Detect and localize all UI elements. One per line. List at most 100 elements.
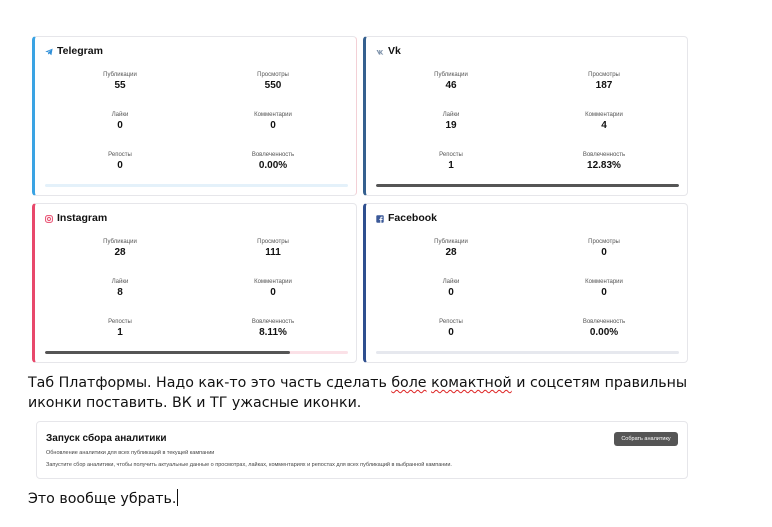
- misspelled-word: боле: [391, 375, 427, 391]
- stat-likes: Лайки 0: [391, 278, 511, 299]
- stat-engagement: Вовлеченность 12.83%: [544, 151, 664, 172]
- stat-value: 4: [601, 120, 607, 131]
- stat-value: 0: [601, 287, 607, 298]
- engagement-bar: [45, 351, 348, 354]
- panel-title: Запуск сбора аналитики: [46, 433, 167, 444]
- telegram-plane-icon: [45, 47, 53, 56]
- stat-label: Лайки: [442, 279, 460, 285]
- engagement-bar: [376, 351, 679, 354]
- stat-value: 1: [117, 327, 123, 338]
- stat-views: Просмотры 187: [544, 71, 664, 92]
- stat-value: 111: [265, 247, 281, 258]
- stat-label: Комментарии: [585, 112, 623, 118]
- stat-engagement: Вовлеченность 0.00%: [213, 151, 333, 172]
- platform-name: Telegram: [57, 45, 103, 57]
- platform-card-telegram: Telegram Публикации 55 Просмотры 550 Лай…: [32, 36, 357, 196]
- stat-views: Просмотры 550: [213, 71, 333, 92]
- stat-value: 0: [117, 160, 123, 171]
- card-title: Vk: [376, 45, 401, 57]
- stat-label: Публикации: [434, 239, 468, 245]
- platform-name: Vk: [388, 45, 401, 57]
- note-line-2: иконки поставить. ВК и ТГ ужасные иконки…: [28, 395, 362, 411]
- stat-views: Просмотры 111: [213, 238, 333, 259]
- platform-name: Facebook: [388, 212, 438, 224]
- stat-label: Репосты: [439, 152, 463, 158]
- card-title: Facebook: [376, 212, 437, 224]
- stat-value: 187: [595, 80, 613, 91]
- stat-label: Репосты: [108, 319, 132, 325]
- note-text-2[interactable]: Это вообще убрать.: [28, 489, 179, 509]
- stat-value: 0: [270, 120, 276, 131]
- stat-label: Комментарии: [254, 279, 292, 285]
- stat-label: Просмотры: [257, 72, 289, 78]
- engagement-bar-fill: [376, 184, 679, 187]
- stat-value: 8.11%: [259, 327, 287, 338]
- note-line-3: Это вообще убрать.: [28, 491, 177, 507]
- stat-value: 0: [270, 287, 276, 298]
- platform-name: Instagram: [57, 212, 108, 224]
- stat-publications: Публикации 46: [391, 71, 511, 92]
- stat-label: Лайки: [111, 112, 129, 118]
- stat-comments: Комментарии 0: [213, 111, 333, 132]
- stat-label: Репосты: [439, 319, 463, 325]
- stat-label: Публикации: [434, 72, 468, 78]
- stat-publications: Публикации 55: [60, 71, 180, 92]
- stat-value: 550: [264, 80, 282, 91]
- stat-value: 55: [114, 80, 126, 91]
- engagement-bar: [45, 184, 348, 187]
- card-title: Telegram: [45, 45, 103, 57]
- stat-value: 0: [601, 247, 607, 258]
- platform-card-instagram: Instagram Публикации 28 Просмотры 111 Ла…: [32, 203, 357, 363]
- stat-label: Лайки: [111, 279, 129, 285]
- stat-reposts: Репосты 1: [60, 318, 180, 339]
- note-line-1: Таб Платформы. Надо как-то это часть сде…: [28, 373, 687, 393]
- stat-engagement: Вовлеченность 0.00%: [544, 318, 664, 339]
- stat-comments: Комментарии 0: [544, 278, 664, 299]
- stat-label: Репосты: [108, 152, 132, 158]
- stat-label: Просмотры: [588, 72, 620, 78]
- stat-value: 0: [117, 120, 123, 131]
- stat-comments: Комментарии 0: [213, 278, 333, 299]
- stat-value: 28: [445, 247, 457, 258]
- platform-card-facebook: Facebook Публикации 28 Просмотры 0 Лайки…: [363, 203, 688, 363]
- card-title: Instagram: [45, 212, 107, 224]
- stat-views: Просмотры 0: [544, 238, 664, 259]
- stat-publications: Публикации 28: [391, 238, 511, 259]
- collect-analytics-button[interactable]: Собрать аналитику: [614, 432, 678, 446]
- stat-comments: Комментарии 4: [544, 111, 664, 132]
- stat-reposts: Репосты 0: [391, 318, 511, 339]
- stat-label: Вовлеченность: [251, 152, 295, 158]
- stat-value: 0: [448, 327, 454, 338]
- stat-value: 1: [448, 160, 454, 171]
- stat-likes: Лайки 0: [60, 111, 180, 132]
- stat-label: Лайки: [442, 112, 460, 118]
- stat-label: Вовлеченность: [251, 319, 295, 325]
- engagement-bar-fill: [45, 351, 291, 354]
- panel-subtitle: Обновление аналитики для всех публикаций…: [46, 450, 215, 456]
- stat-label: Вовлеченность: [582, 319, 626, 325]
- stat-value: 0.00%: [589, 327, 619, 338]
- stat-value: 12.83%: [587, 160, 621, 171]
- vk-icon: [376, 47, 384, 55]
- note-text[interactable]: Таб Платформы. Надо как-то это часть сде…: [28, 373, 687, 413]
- stat-reposts: Репосты 1: [391, 151, 511, 172]
- instagram-icon: [45, 214, 53, 223]
- note-line-1-start: Таб Платформы. Надо как-то это часть сде…: [28, 375, 392, 391]
- stat-engagement: Вовлеченность 8.11%: [213, 318, 333, 339]
- stat-label: Публикации: [103, 239, 137, 245]
- stat-value: 0.00%: [258, 160, 288, 171]
- stat-publications: Публикации 28: [60, 238, 180, 259]
- panel-description: Запустите сбор аналитики, чтобы получить…: [46, 462, 452, 468]
- stat-label: Комментарии: [585, 279, 623, 285]
- stat-value: 0: [448, 287, 454, 298]
- facebook-icon: [376, 214, 384, 223]
- stat-reposts: Репосты 0: [60, 151, 180, 172]
- misspelled-word: комактной: [431, 375, 512, 391]
- stat-value: 19: [445, 120, 457, 131]
- stat-label: Комментарии: [254, 112, 292, 118]
- stat-value: 46: [445, 80, 457, 91]
- stat-label: Просмотры: [257, 239, 289, 245]
- text-cursor: [177, 489, 179, 506]
- note-line-1-end: и соцсетям правильны: [511, 375, 688, 391]
- engagement-bar: [376, 184, 679, 187]
